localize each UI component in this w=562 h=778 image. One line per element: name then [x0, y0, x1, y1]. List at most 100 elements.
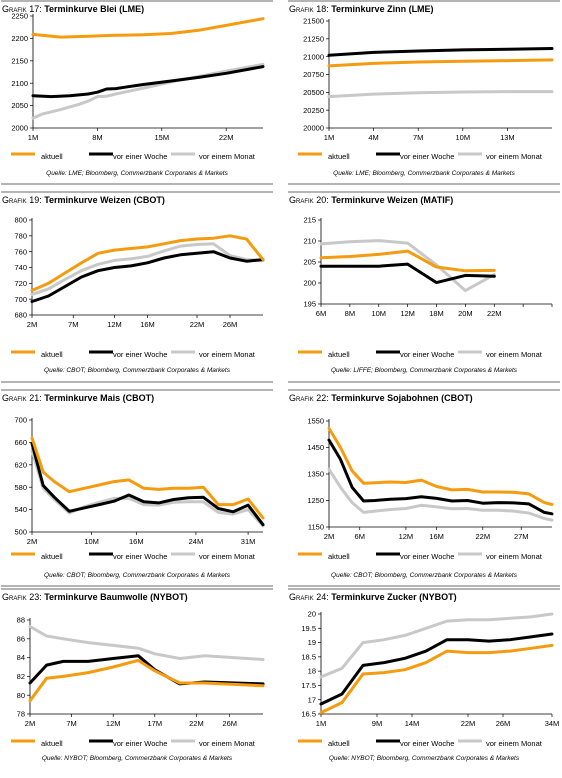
legend-label-monat: vor einem Monat: [486, 552, 543, 561]
legend-label-monat: vor einem Monat: [199, 739, 256, 748]
x-tick-label: 24M: [189, 537, 204, 546]
series-line-monat: [327, 90, 554, 99]
grafik-prefix: Grafik: [289, 195, 314, 205]
x-tick-label: 7M: [68, 320, 78, 329]
series-line-aktuell: [319, 249, 496, 273]
x-tick-label: 22M: [219, 133, 234, 142]
x-tick-label: 27M: [514, 532, 529, 541]
chart-title-text: Terminkurve Weizen (MATIF): [331, 195, 454, 205]
y-tick-label: 17: [308, 695, 316, 704]
x-tick-label: 2M: [27, 537, 37, 546]
legend-label-aktuell: aktuell: [328, 350, 350, 359]
legend-label-monat: vor einem Monat: [199, 152, 256, 161]
series-line-aktuell: [327, 58, 554, 68]
y-tick-label: 205: [303, 258, 316, 267]
series-line-woche: [31, 65, 265, 99]
x-tick-label: 26M: [223, 320, 238, 329]
grafik-number: 17: [29, 4, 40, 14]
y-tick-label: 19: [308, 638, 316, 647]
chart-panel-zinn: Grafik 18: Terminkurve Zinn (LME) 20000 2…: [288, 0, 560, 190]
x-tick-label: 10M: [371, 309, 386, 318]
x-tick-label: 8M: [345, 309, 355, 318]
x-tick-label: 2M: [27, 320, 37, 329]
chart-title: Grafik 17: Terminkurve Blei (LME): [2, 4, 145, 14]
series-line-aktuell: [31, 17, 265, 39]
y-tick-label: 210: [303, 237, 316, 246]
source-note: Quelle: CBOT; Bloomberg, Commerzbank Cor…: [331, 572, 517, 579]
panel-top-rule: [288, 191, 560, 193]
series-line-woche: [327, 47, 554, 57]
chart-title: Grafik 20: Terminkurve Weizen (MATIF): [289, 195, 454, 205]
source-note: Quelle: CBOT; Bloomberg, Commerzbank Cor…: [44, 367, 230, 374]
panel-top-rule: [288, 0, 560, 2]
y-tick-label: 20750: [303, 70, 324, 79]
y-tick-label: 195: [303, 300, 316, 309]
x-tick-label: 13M: [500, 133, 515, 142]
y-tick-label: 20250: [303, 106, 324, 115]
series-line-woche: [319, 632, 554, 706]
series-line-monat: [30, 242, 265, 296]
panel-top-rule: [1, 389, 273, 391]
y-tick-label: 660: [14, 438, 27, 447]
chart-title-text: Terminkurve Sojabohnen (CBOT): [331, 393, 473, 403]
legend-label-aktuell: aktuell: [328, 552, 350, 561]
series-line-aktuell: [28, 658, 265, 703]
series-line-woche: [30, 250, 265, 303]
chart-panel-sojabohnen: Grafik 22: Terminkurve Sojabohnen (CBOT)…: [288, 389, 560, 587]
x-tick-label: 12M: [107, 320, 122, 329]
panel-bottom-rule: [288, 183, 560, 185]
grafik-number: 24: [316, 592, 327, 602]
y-tick-label: 500: [14, 528, 27, 537]
y-tick-label: 1450: [307, 443, 324, 452]
chart-panel-weizen-cbot: Grafik 19: Terminkurve Weizen (CBOT) 680…: [1, 191, 273, 383]
x-tick-label: 12M: [106, 719, 121, 728]
panel-top-rule: [1, 191, 273, 193]
grafik-number: 22: [316, 393, 327, 403]
source-note: Quelle: LME; Bloomberg, Commerzbank Corp…: [333, 170, 515, 177]
chart-weizen-cbot: 680 700 720 740 760 780 800 2M 7M 12M 16M 22M 26M akt…: [11, 216, 265, 359]
legend-label-woche: vor einer Woche: [400, 739, 454, 748]
grafik-number: 20: [316, 195, 327, 205]
legend-label-monat: vor einem Monat: [199, 552, 256, 561]
y-tick-label: 20: [308, 610, 316, 619]
chart-panel-weizen-matif: Grafik 20: Terminkurve Weizen (MATIF) 19…: [288, 191, 560, 383]
chart-title: Grafik 21: Terminkurve Mais (CBOT): [2, 393, 155, 403]
x-tick-label: 6M: [355, 532, 365, 541]
x-tick-label: 7M: [66, 719, 76, 728]
grafik-prefix: Grafik: [2, 393, 27, 403]
chart-panel-blei: Grafik 17: Terminkurve Blei (LME) 2000 20…: [1, 0, 273, 190]
x-tick-label: 4M: [368, 133, 378, 142]
chart-title: Grafik 23: Terminkurve Baumwolle (NYBOT): [2, 592, 188, 602]
panel-top-rule: [1, 0, 273, 2]
chart-panel-baumwolle: Grafik 23: Terminkurve Baumwolle (NYBOT)…: [1, 588, 273, 778]
y-tick-label: 80: [17, 691, 25, 700]
x-tick-label: 8M: [92, 133, 102, 142]
chart-title-text: Terminkurve Blei (LME): [44, 4, 145, 14]
legend-label-woche: vor einer Woche: [113, 152, 167, 161]
chart-title-text: Terminkurve Baumwolle (NYBOT): [44, 592, 188, 602]
source-note: Quelle: LIFFE; Bloomberg, Commerzbank Co…: [330, 367, 518, 374]
y-tick-label: 1350: [307, 470, 324, 479]
chart-sojabohnen: 1150 1250 1350 1450 1550 2M 6M 12M 16M 22M 27M aktu…: [298, 417, 554, 561]
x-tick-label: 12M: [400, 309, 415, 318]
x-tick-label: 22M: [487, 309, 502, 318]
grafik-number: 18: [316, 4, 327, 14]
panel-bottom-rule: [288, 381, 560, 383]
series-line-woche: [30, 442, 265, 527]
x-tick-label: 10M: [456, 133, 471, 142]
x-tick-label: 22M: [189, 719, 204, 728]
series-line-aktuell: [319, 643, 554, 715]
x-tick-label: 9M: [372, 719, 382, 728]
chart-zinn: 20000 20250 20500 20750 21000 21250 21500 1M 4M 7…: [298, 17, 554, 161]
chart-title: Grafik 24: Terminkurve Zucker (NYBOT): [289, 592, 457, 602]
chart-title: Grafik 18: Terminkurve Zinn (LME): [289, 4, 434, 14]
panel-top-rule: [288, 389, 560, 391]
chart-blei: 2000 2050 2100 2150 2200 2250 1M 8M 15M 22M aktuel…: [11, 12, 265, 161]
y-tick-label: 2050: [11, 101, 28, 110]
x-tick-label: 20M: [458, 309, 473, 318]
legend-label-woche: vor einer Woche: [400, 152, 454, 161]
grafik-number: 19: [29, 195, 40, 205]
legend-label-woche: vor einer Woche: [400, 552, 454, 561]
legend-label-woche: vor einer Woche: [113, 552, 167, 561]
series-line-aktuell: [327, 426, 554, 506]
